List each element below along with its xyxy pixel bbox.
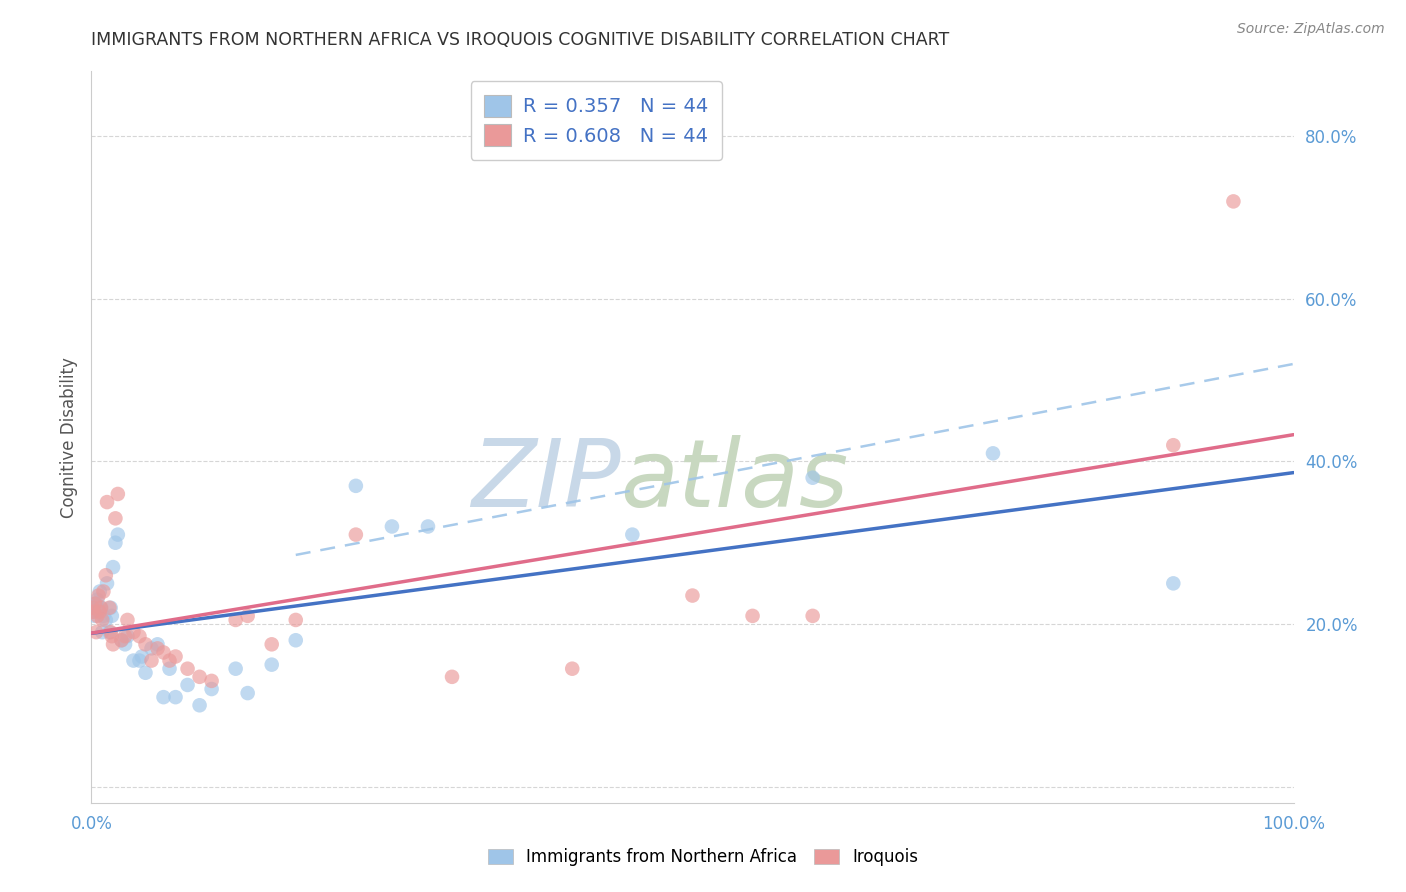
Point	[146, 637, 169, 651]
Point	[681, 589, 703, 603]
Point	[84, 608, 107, 623]
Point	[91, 625, 114, 640]
Point	[98, 600, 121, 615]
Point	[134, 665, 156, 680]
Point	[86, 608, 108, 623]
Point	[101, 637, 124, 651]
Point	[440, 670, 463, 684]
Point	[621, 527, 644, 541]
Point	[82, 600, 104, 615]
Point	[741, 608, 763, 623]
Y-axis label: Cognitive Disability: Cognitive Disability	[59, 357, 77, 517]
Point	[128, 654, 150, 668]
Point	[152, 690, 174, 705]
Point	[981, 446, 1004, 460]
Point	[152, 645, 174, 659]
Point	[89, 584, 111, 599]
Point	[101, 629, 124, 643]
Point	[94, 613, 117, 627]
Text: IMMIGRANTS FROM NORTHERN AFRICA VS IROQUOIS COGNITIVE DISABILITY CORRELATION CHA: IMMIGRANTS FROM NORTHERN AFRICA VS IROQU…	[91, 31, 949, 49]
Point	[101, 560, 124, 574]
Point	[236, 608, 259, 623]
Point	[82, 605, 104, 619]
Point	[122, 654, 145, 668]
Point	[165, 649, 187, 664]
Point	[128, 629, 150, 643]
Point	[1161, 438, 1184, 452]
Point	[93, 584, 115, 599]
Point	[84, 597, 107, 611]
Point	[107, 527, 129, 541]
Point	[91, 613, 114, 627]
Point	[201, 673, 224, 688]
Point	[159, 662, 181, 676]
Point	[284, 633, 307, 648]
Point	[225, 613, 247, 627]
Point	[176, 662, 198, 676]
Point	[236, 686, 259, 700]
Point	[225, 662, 247, 676]
Point	[344, 479, 367, 493]
Point	[165, 690, 187, 705]
Point	[201, 681, 224, 696]
Point	[188, 670, 211, 684]
Point	[100, 600, 122, 615]
Point	[260, 657, 283, 672]
Text: ZIP: ZIP	[471, 435, 620, 526]
Point	[801, 471, 824, 485]
Point	[89, 605, 111, 619]
Point	[98, 625, 121, 640]
Point	[141, 641, 163, 656]
Point	[416, 519, 439, 533]
Point	[146, 641, 169, 656]
Point	[86, 592, 108, 607]
Point	[188, 698, 211, 713]
Point	[381, 519, 404, 533]
Point	[107, 487, 129, 501]
Point	[90, 600, 112, 615]
Point	[260, 637, 283, 651]
Point	[93, 608, 115, 623]
Point	[83, 605, 105, 619]
Legend: R = 0.357   N = 44, R = 0.608   N = 44: R = 0.357 N = 44, R = 0.608 N = 44	[471, 81, 721, 160]
Point	[561, 662, 583, 676]
Point	[94, 568, 117, 582]
Point	[100, 625, 122, 640]
Point	[134, 637, 156, 651]
Point	[1222, 194, 1244, 209]
Point	[104, 511, 127, 525]
Point	[110, 633, 132, 648]
Point	[104, 535, 127, 549]
Point	[96, 576, 118, 591]
Point	[141, 654, 163, 668]
Point	[84, 625, 107, 640]
Point	[114, 629, 136, 643]
Point	[96, 495, 118, 509]
Point	[117, 613, 139, 627]
Text: atlas: atlas	[620, 435, 849, 526]
Point	[176, 678, 198, 692]
Point	[1161, 576, 1184, 591]
Point	[90, 600, 112, 615]
Point	[87, 589, 110, 603]
Point	[110, 633, 132, 648]
Text: Source: ZipAtlas.com: Source: ZipAtlas.com	[1237, 22, 1385, 37]
Point	[83, 600, 105, 615]
Point	[122, 625, 145, 640]
Legend: Immigrants from Northern Africa, Iroquois: Immigrants from Northern Africa, Iroquoi…	[479, 840, 927, 875]
Point	[159, 654, 181, 668]
Point	[114, 637, 136, 651]
Point	[284, 613, 307, 627]
Point	[87, 602, 110, 616]
Point	[101, 608, 124, 623]
Point	[801, 608, 824, 623]
Point	[117, 629, 139, 643]
Point	[131, 649, 153, 664]
Point	[84, 597, 107, 611]
Point	[344, 527, 367, 541]
